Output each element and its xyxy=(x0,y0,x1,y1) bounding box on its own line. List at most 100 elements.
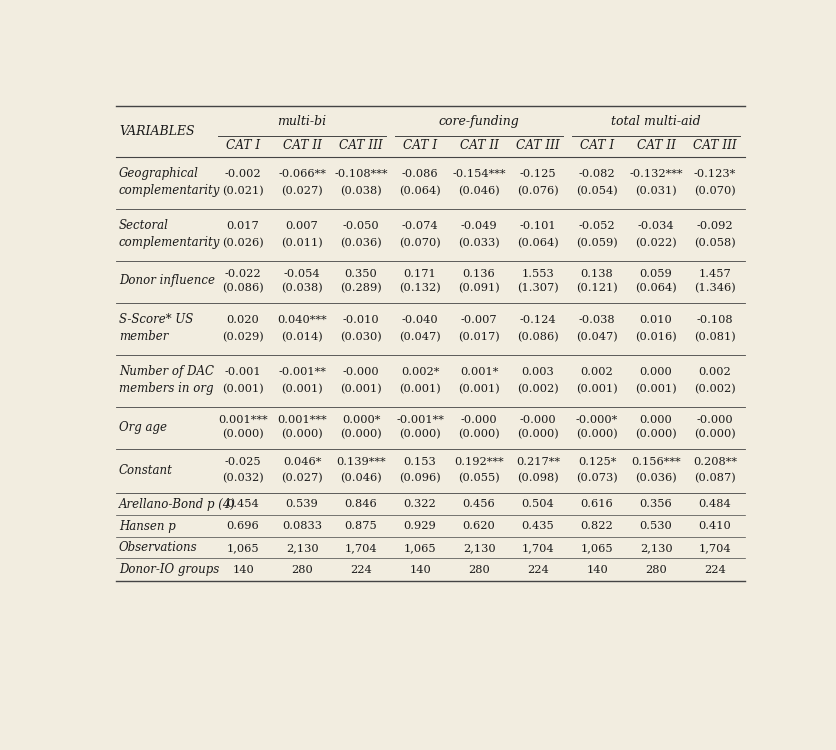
Text: 0.539: 0.539 xyxy=(286,499,319,509)
Text: (0.036): (0.036) xyxy=(340,238,382,248)
Text: -0.125: -0.125 xyxy=(520,169,557,178)
Text: -0.002: -0.002 xyxy=(225,169,262,178)
Text: (0.001): (0.001) xyxy=(635,384,677,394)
Text: 1.457: 1.457 xyxy=(699,268,732,278)
Text: 0.059: 0.059 xyxy=(640,268,672,278)
Text: -0.052: -0.052 xyxy=(579,220,615,230)
Text: CAT III: CAT III xyxy=(517,139,560,152)
Text: (0.054): (0.054) xyxy=(576,185,618,196)
Text: (0.001): (0.001) xyxy=(458,384,500,394)
Text: 2,130: 2,130 xyxy=(463,543,496,553)
Text: (0.087): (0.087) xyxy=(694,472,736,483)
Text: (0.064): (0.064) xyxy=(517,238,559,248)
Text: (0.064): (0.064) xyxy=(635,284,677,293)
Text: 0.002*: 0.002* xyxy=(401,367,439,376)
Text: (0.047): (0.047) xyxy=(576,332,618,342)
Text: Observations: Observations xyxy=(119,542,197,554)
Text: (0.000): (0.000) xyxy=(576,429,618,439)
Text: CAT II: CAT II xyxy=(283,139,322,152)
Text: (0.000): (0.000) xyxy=(517,429,559,439)
Text: Geographical: Geographical xyxy=(119,167,199,180)
Text: -0.123*: -0.123* xyxy=(694,169,737,178)
Text: 0.010: 0.010 xyxy=(640,315,672,325)
Text: (0.132): (0.132) xyxy=(400,284,441,293)
Text: 0.125*: 0.125* xyxy=(578,458,616,467)
Text: 0.138: 0.138 xyxy=(581,268,614,278)
Text: 0.410: 0.410 xyxy=(699,521,732,531)
Text: 1,065: 1,065 xyxy=(581,543,614,553)
Text: Sectoral: Sectoral xyxy=(119,219,169,232)
Text: 280: 280 xyxy=(291,565,313,575)
Text: 0.356: 0.356 xyxy=(640,499,672,509)
Text: 0.217**: 0.217** xyxy=(516,458,560,467)
Text: (0.027): (0.027) xyxy=(281,472,323,483)
Text: (0.046): (0.046) xyxy=(458,185,500,196)
Text: -0.108: -0.108 xyxy=(697,315,733,325)
Text: (0.289): (0.289) xyxy=(340,284,382,293)
Text: (0.000): (0.000) xyxy=(281,429,323,439)
Text: total multi-aid: total multi-aid xyxy=(611,115,701,128)
Text: 0.002: 0.002 xyxy=(699,367,732,376)
Text: 0.456: 0.456 xyxy=(462,499,496,509)
Text: -0.007: -0.007 xyxy=(461,315,497,325)
Text: 0.017: 0.017 xyxy=(227,220,259,230)
Text: (0.121): (0.121) xyxy=(576,284,618,293)
Text: (0.098): (0.098) xyxy=(517,472,559,483)
Text: -0.132***: -0.132*** xyxy=(630,169,683,178)
Text: -0.092: -0.092 xyxy=(697,220,733,230)
Text: -0.000: -0.000 xyxy=(343,367,380,376)
Text: (0.038): (0.038) xyxy=(281,284,323,293)
Text: 0.530: 0.530 xyxy=(640,521,672,531)
Text: Donor influence: Donor influence xyxy=(119,274,215,287)
Text: (0.038): (0.038) xyxy=(340,185,382,196)
Text: 0.040***: 0.040*** xyxy=(278,315,327,325)
Text: (0.031): (0.031) xyxy=(635,185,677,196)
Text: -0.001**: -0.001** xyxy=(278,367,326,376)
Text: multi-bi: multi-bi xyxy=(278,115,327,128)
Text: (0.091): (0.091) xyxy=(458,284,500,293)
Text: 140: 140 xyxy=(586,565,608,575)
Text: 1,704: 1,704 xyxy=(699,543,732,553)
Text: complementarity: complementarity xyxy=(119,184,220,197)
Text: -0.108***: -0.108*** xyxy=(334,169,388,178)
Text: 140: 140 xyxy=(409,565,431,575)
Text: (0.070): (0.070) xyxy=(400,238,441,248)
Text: 0.620: 0.620 xyxy=(462,521,496,531)
Text: 280: 280 xyxy=(645,565,667,575)
Text: 0.136: 0.136 xyxy=(462,268,496,278)
Text: (0.000): (0.000) xyxy=(458,429,500,439)
Text: -0.049: -0.049 xyxy=(461,220,497,230)
Text: -0.000: -0.000 xyxy=(697,415,733,424)
Text: -0.086: -0.086 xyxy=(402,169,438,178)
Text: Number of DAC: Number of DAC xyxy=(119,365,214,378)
Text: 0.504: 0.504 xyxy=(522,499,554,509)
Text: VARIABLES: VARIABLES xyxy=(120,125,195,138)
Text: -0.101: -0.101 xyxy=(520,220,557,230)
Text: (0.081): (0.081) xyxy=(694,332,736,342)
Text: 0.002: 0.002 xyxy=(581,367,614,376)
Text: (0.047): (0.047) xyxy=(400,332,441,342)
Text: (0.000): (0.000) xyxy=(340,429,382,439)
Text: 0.003: 0.003 xyxy=(522,367,554,376)
Text: 0.435: 0.435 xyxy=(522,521,554,531)
Text: (0.000): (0.000) xyxy=(400,429,441,439)
Text: (0.032): (0.032) xyxy=(222,472,264,483)
Text: (0.055): (0.055) xyxy=(458,472,500,483)
Text: -0.001: -0.001 xyxy=(225,367,262,376)
Text: (0.001): (0.001) xyxy=(340,384,382,394)
Text: 0.208**: 0.208** xyxy=(693,458,737,467)
Text: (0.016): (0.016) xyxy=(635,332,677,342)
Text: (0.027): (0.027) xyxy=(281,185,323,196)
Text: 0.454: 0.454 xyxy=(227,499,259,509)
Text: member: member xyxy=(119,331,168,344)
Text: -0.000: -0.000 xyxy=(461,415,497,424)
Text: -0.010: -0.010 xyxy=(343,315,380,325)
Text: CAT II: CAT II xyxy=(637,139,675,152)
Text: CAT II: CAT II xyxy=(460,139,498,152)
Text: Donor-IO groups: Donor-IO groups xyxy=(119,563,219,577)
Text: 224: 224 xyxy=(704,565,726,575)
Text: (0.001): (0.001) xyxy=(576,384,618,394)
Text: -0.074: -0.074 xyxy=(402,220,438,230)
Text: CAT III: CAT III xyxy=(339,139,383,152)
Text: -0.034: -0.034 xyxy=(638,220,675,230)
